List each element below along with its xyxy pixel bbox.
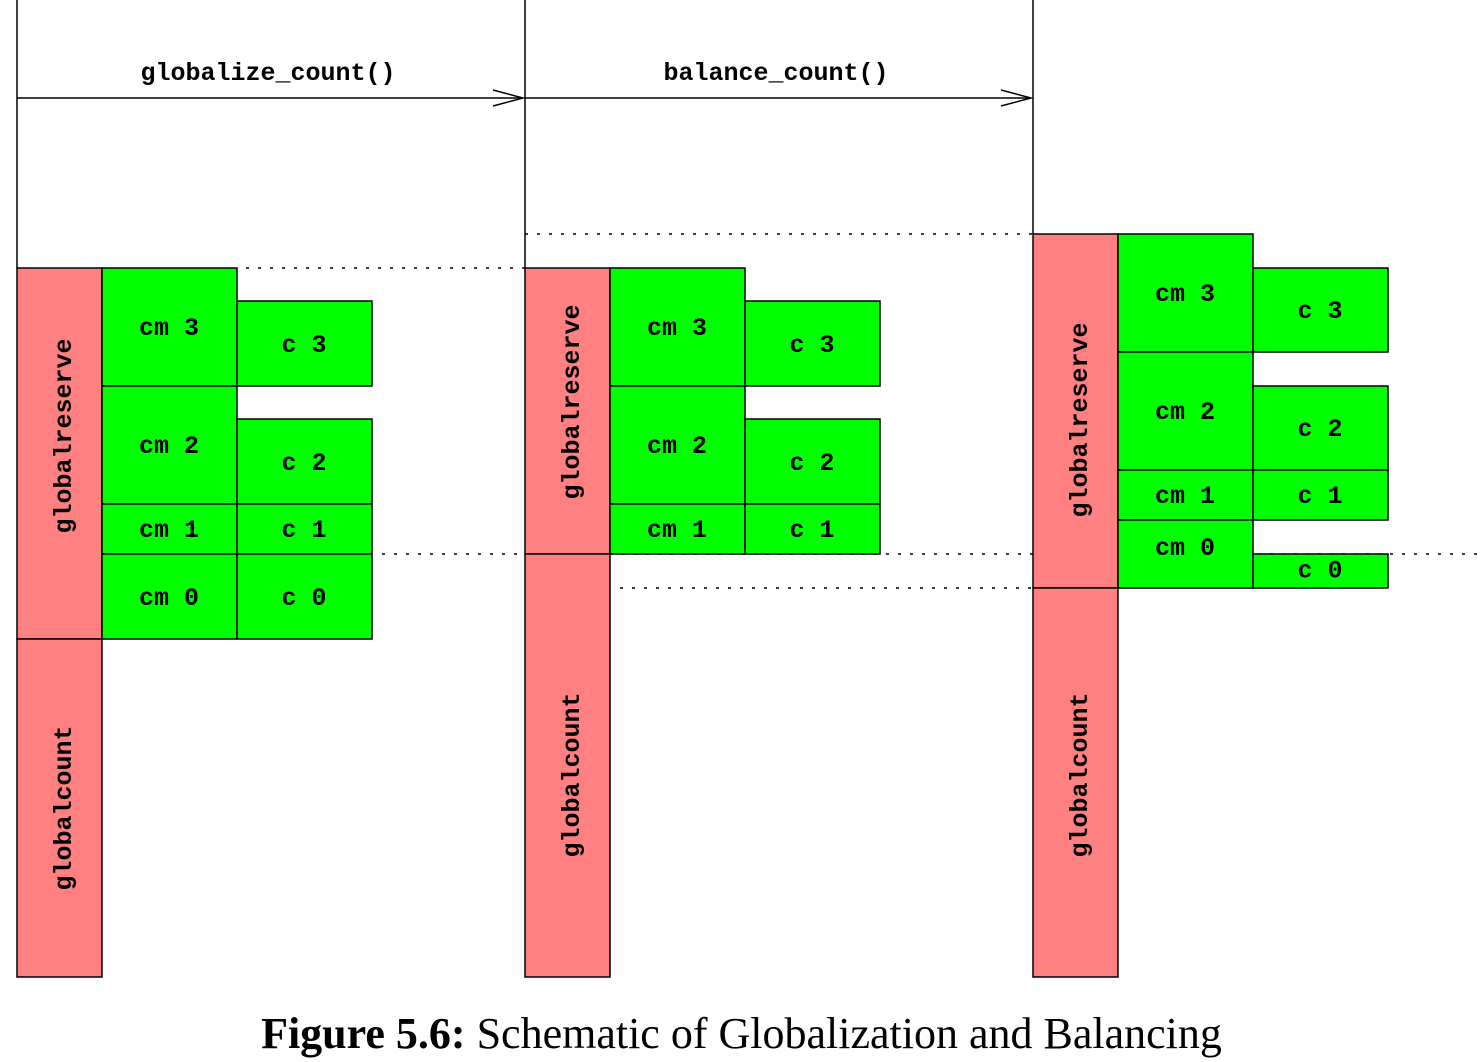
- figure-number: Figure 5.6:: [261, 1009, 466, 1058]
- state-3: globalreserve globalcount cm 3 cm 2 cm 1…: [1032, 233, 1389, 978]
- c3-block: [744, 300, 881, 387]
- c3-block: [236, 300, 373, 387]
- c2-label: c 2: [789, 449, 834, 478]
- cm2-block: [609, 385, 746, 505]
- cm1-block: [1117, 469, 1254, 521]
- state-2: globalreserve globalcount cm 3 cm 2 cm 1…: [524, 267, 881, 978]
- cm0-label: cm 0: [1155, 534, 1215, 563]
- globalcount-block: [1032, 587, 1119, 978]
- c1-label: c 1: [281, 516, 326, 545]
- globalize-count-label: globalize_count(): [140, 59, 395, 88]
- globalize-count-arrow: globalize_count(): [17, 59, 526, 107]
- globalization-balancing-diagram: globalize_count() balance_count() global…: [16, 0, 1483, 978]
- cm1-label: cm 1: [139, 516, 199, 545]
- cm1-block: [101, 503, 238, 555]
- cm3-label: cm 3: [647, 314, 707, 343]
- cm3-block: [1117, 233, 1254, 353]
- c0-block: [236, 553, 373, 640]
- globalreserve-label: globalreserve: [558, 304, 587, 499]
- balance-count-arrow: balance_count(): [525, 59, 1034, 107]
- c2-block: [236, 418, 373, 505]
- c0-block: [1252, 553, 1389, 589]
- globalcount-label: globalcount: [50, 725, 79, 890]
- globalreserve-block: [524, 267, 611, 555]
- globalcount-block: [16, 638, 103, 978]
- state-1: globalreserve globalcount cm 3 cm 2 cm 1…: [16, 267, 373, 978]
- globalreserve-label: globalreserve: [50, 338, 79, 533]
- cm3-label: cm 3: [139, 314, 199, 343]
- c0-label: c 0: [1297, 557, 1342, 586]
- c2-block: [1252, 385, 1389, 471]
- c0-label: c 0: [281, 584, 326, 613]
- c1-label: c 1: [789, 516, 834, 545]
- cm3-block: [609, 267, 746, 387]
- cm0-label: cm 0: [139, 584, 199, 613]
- c3-label: c 3: [789, 331, 834, 360]
- cm2-label: cm 2: [647, 432, 707, 461]
- globalreserve-label: globalreserve: [1066, 322, 1095, 517]
- balance-count-label: balance_count(): [663, 59, 888, 88]
- c3-label: c 3: [281, 331, 326, 360]
- globalcount-block: [524, 553, 611, 978]
- globalcount-label: globalcount: [558, 692, 587, 857]
- cm0-block: [101, 553, 238, 640]
- cm2-label: cm 2: [1155, 398, 1215, 427]
- cm0-block: [1117, 519, 1254, 589]
- cm3-label: cm 3: [1155, 280, 1215, 309]
- globalcount-label: globalcount: [1066, 692, 1095, 857]
- cm1-label: cm 1: [647, 516, 707, 545]
- figure-title: Schematic of Globalization and Balancing: [476, 1009, 1222, 1058]
- c1-block: [1252, 469, 1389, 521]
- c3-block: [1252, 267, 1389, 353]
- c1-block: [744, 503, 881, 555]
- c1-label: c 1: [1297, 482, 1342, 511]
- cm2-block: [101, 385, 238, 505]
- figure-caption: Figure 5.6: Schematic of Globalization a…: [0, 1009, 1483, 1058]
- c2-label: c 2: [281, 449, 326, 478]
- cm1-label: cm 1: [1155, 482, 1215, 511]
- c2-label: c 2: [1297, 415, 1342, 444]
- cm2-label: cm 2: [139, 432, 199, 461]
- c2-block: [744, 418, 881, 505]
- c3-label: c 3: [1297, 297, 1342, 326]
